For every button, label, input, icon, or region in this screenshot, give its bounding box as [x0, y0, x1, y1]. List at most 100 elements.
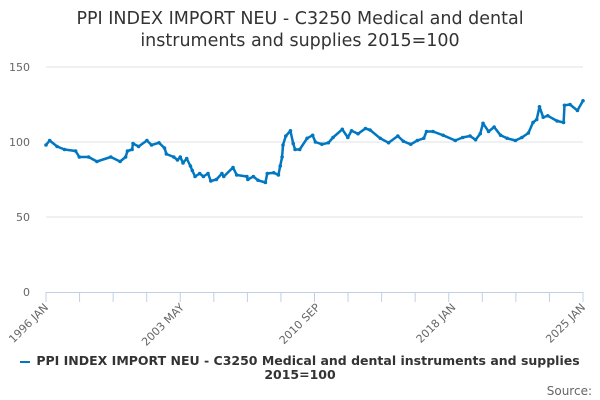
data-point — [541, 115, 545, 120]
data-point — [214, 177, 219, 182]
data-point — [386, 140, 391, 145]
data-point — [73, 149, 78, 153]
x-tick-label: 2010 SEP — [277, 301, 323, 347]
data-point — [109, 155, 113, 159]
data-point — [55, 144, 59, 149]
data-point — [378, 136, 383, 141]
data-point — [531, 120, 535, 125]
data-point — [513, 138, 518, 143]
data-point — [481, 121, 485, 126]
data-point — [130, 147, 134, 152]
chart-title-line-1: PPI INDEX IMPORT NEU - C3250 Medical and… — [76, 9, 524, 29]
data-point — [441, 133, 445, 138]
data-point — [125, 149, 130, 153]
data-point — [486, 129, 491, 134]
x-tick-label: 2025 JAN — [543, 301, 588, 346]
chart-title-line-2: instruments and supplies 2015=100 — [140, 31, 460, 51]
data-point — [534, 117, 539, 122]
data-point — [280, 155, 284, 159]
data-point — [271, 170, 276, 175]
data-point — [421, 136, 426, 141]
x-tick-label: 2018 JAN — [414, 301, 459, 346]
data-point — [320, 142, 324, 147]
data-point — [181, 161, 185, 165]
y-tick-label: 150 — [9, 61, 30, 74]
data-point — [62, 147, 67, 152]
data-point — [278, 164, 283, 168]
data-point — [424, 129, 429, 134]
data-point — [178, 155, 183, 159]
data-point — [492, 125, 496, 129]
data-point — [256, 178, 260, 183]
data-point — [562, 103, 567, 108]
chart-title: PPI INDEX IMPORT NEU - C3250 Medical and… — [0, 8, 600, 52]
data-point — [184, 156, 189, 161]
data-point — [245, 174, 249, 179]
data-point — [263, 180, 268, 185]
data-point — [164, 152, 169, 156]
data-point — [478, 131, 483, 136]
data-point — [118, 159, 122, 164]
data-point — [460, 135, 465, 140]
data-point — [206, 171, 210, 176]
x-tick-label: 1996 JAN — [6, 301, 51, 346]
data-point — [231, 165, 235, 170]
x-tick-label: 2003 MAY — [139, 301, 187, 349]
data-point — [136, 144, 141, 149]
data-point — [193, 174, 197, 179]
data-point — [44, 143, 48, 147]
data-point — [246, 177, 250, 182]
data-point — [505, 136, 509, 141]
data-point — [188, 164, 193, 168]
data-point — [276, 173, 281, 177]
data-point — [190, 168, 195, 173]
data-point — [47, 138, 52, 143]
data-point — [281, 143, 285, 147]
data-point — [568, 102, 572, 107]
data-point — [175, 158, 180, 162]
data-point — [408, 142, 413, 147]
data-point — [77, 155, 82, 159]
data-point — [221, 174, 226, 179]
data-point — [201, 174, 206, 179]
data-point — [157, 140, 161, 145]
data-point — [251, 174, 256, 179]
legend-label: PPI INDEX IMPORT NEU - C3250 Medical and… — [36, 353, 580, 382]
data-point — [468, 134, 472, 138]
data-point — [310, 133, 315, 138]
legend-line-marker — [20, 360, 31, 363]
data-point — [368, 128, 372, 132]
data-point — [283, 134, 288, 138]
data-point — [498, 133, 503, 138]
data-point — [575, 108, 580, 113]
data-point — [555, 119, 559, 123]
data-point — [209, 179, 213, 183]
data-point — [305, 136, 309, 141]
data-point — [220, 171, 224, 176]
data-point — [415, 138, 420, 143]
data-point — [346, 135, 350, 140]
data-point — [86, 155, 91, 159]
data-point — [123, 155, 128, 159]
data-point — [363, 126, 368, 131]
y-tick-label: 50 — [16, 211, 30, 224]
data-point — [131, 141, 135, 146]
y-tick-label: 100 — [9, 136, 30, 149]
data-point — [171, 155, 176, 159]
data-point — [453, 138, 458, 143]
data-point — [234, 173, 239, 177]
y-tick-label: 0 — [23, 286, 30, 299]
data-point — [331, 135, 335, 140]
data-point — [349, 128, 354, 133]
data-point — [473, 137, 478, 142]
data-point — [401, 139, 406, 144]
data-point — [546, 113, 550, 118]
data-point — [561, 120, 566, 125]
data-point — [162, 146, 167, 150]
data-point — [313, 140, 318, 144]
legend[interactable]: PPI INDEX IMPORT NEU - C3250 Medical and… — [4, 354, 596, 382]
data-point — [537, 104, 542, 109]
data-point — [297, 147, 302, 152]
data-point — [431, 129, 435, 134]
